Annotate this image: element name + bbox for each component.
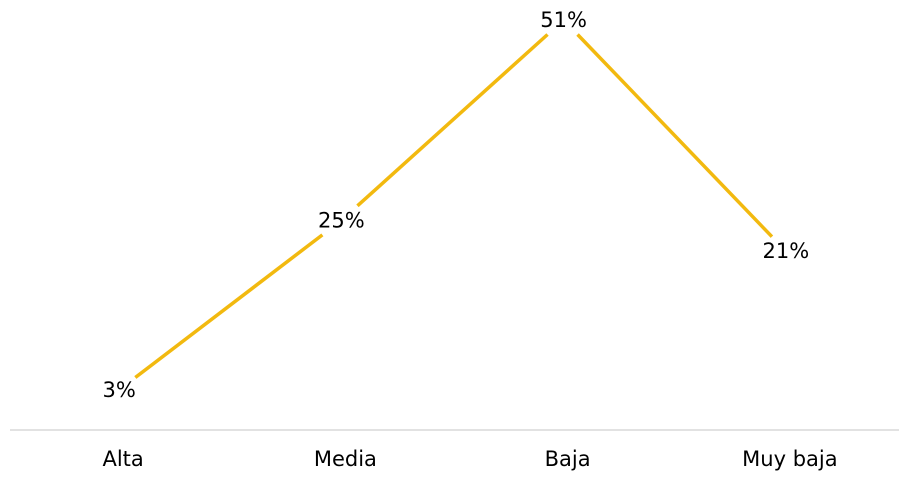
- data-label: 25%: [318, 208, 365, 232]
- series-line-group: [134, 33, 774, 379]
- x-tick-label: Media: [314, 447, 377, 471]
- data-label: 51%: [540, 8, 587, 32]
- x-tick-label: Alta: [102, 447, 143, 471]
- x-tick-label: Baja: [545, 447, 591, 471]
- data-label: 21%: [763, 239, 810, 263]
- data-label: 3%: [102, 378, 135, 402]
- x-axis-tick-labels: Alta Media Baja Muy baja: [102, 447, 837, 471]
- data-label-group: 3% 25% 51% 21%: [102, 8, 809, 402]
- x-tick-label: Muy baja: [742, 447, 837, 471]
- series-line-segment: [576, 33, 774, 238]
- series-line-segment: [356, 33, 549, 208]
- series-line-segment: [134, 233, 324, 379]
